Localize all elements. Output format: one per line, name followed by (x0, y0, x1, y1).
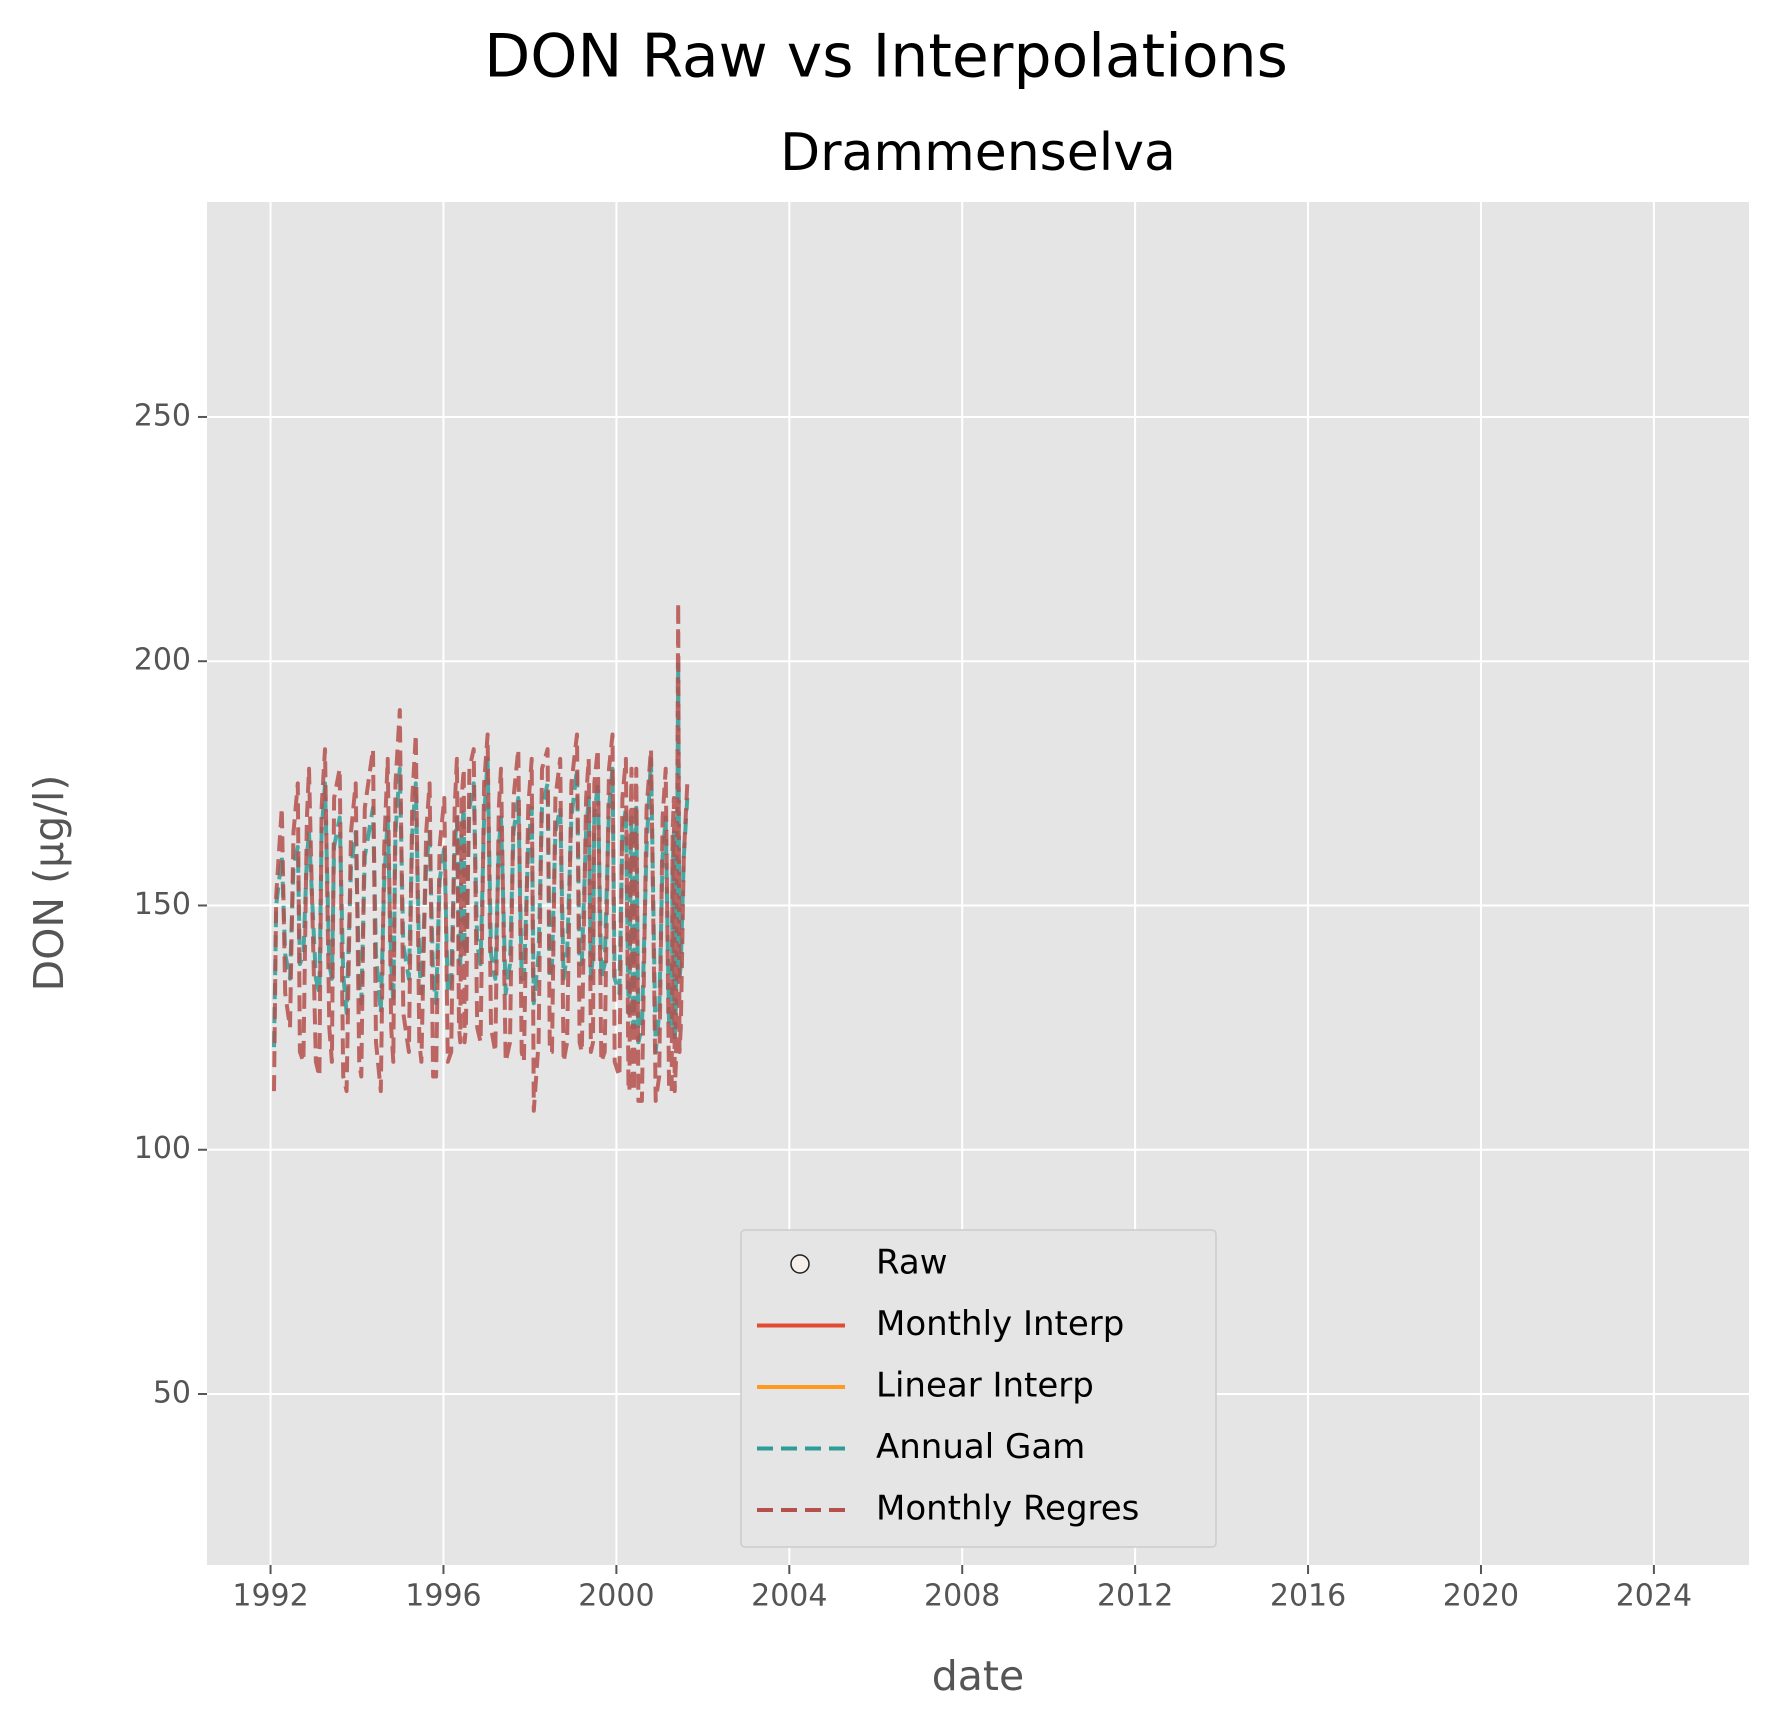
y-tick-label: 100 (134, 1131, 191, 1166)
x-tick-label: 1996 (405, 1579, 481, 1614)
x-tick-label: 2004 (751, 1579, 827, 1614)
legend-label: Raw (876, 1243, 948, 1283)
legend: Raw Monthly Interp Linear Interp Annual Gam… (740, 1229, 1217, 1548)
x-tick-label: 2000 (578, 1579, 654, 1614)
y-tick-label: 150 (134, 887, 191, 922)
x-tick-label: 2020 (1443, 1579, 1519, 1614)
y-tick-label: 50 (153, 1376, 191, 1411)
legend-label: Annual Gam (876, 1427, 1085, 1467)
x-tick-label: 2008 (924, 1579, 1000, 1614)
y-axis-label: DON (µg/l) (25, 775, 73, 992)
x-tick-label: 2024 (1616, 1579, 1692, 1614)
legend-label: Monthly Regres (876, 1489, 1139, 1529)
legend-label: Monthly Interp (876, 1304, 1124, 1344)
axes: 50 100 150 200 250 1992 1996 2000 2004 2008 2012 20… (134, 398, 1692, 1613)
x-tick-label: 1992 (232, 1579, 308, 1614)
x-axis-label: date (932, 1652, 1024, 1700)
chart-title: DON Raw vs Interpolations (484, 22, 1288, 92)
chart-subtitle: Drammenselva (780, 123, 1176, 183)
legend-label: Linear Interp (876, 1366, 1094, 1406)
x-tick-label: 2016 (1270, 1579, 1346, 1614)
legend-box (740, 1229, 1217, 1548)
series-line (272, 600, 690, 1113)
marks (272, 600, 690, 1113)
x-tick-label: 2012 (1097, 1579, 1173, 1614)
legend-marker (790, 1254, 810, 1274)
series-line (272, 659, 690, 1054)
y-tick-label: 250 (134, 398, 191, 433)
y-tick-label: 200 (134, 643, 191, 678)
